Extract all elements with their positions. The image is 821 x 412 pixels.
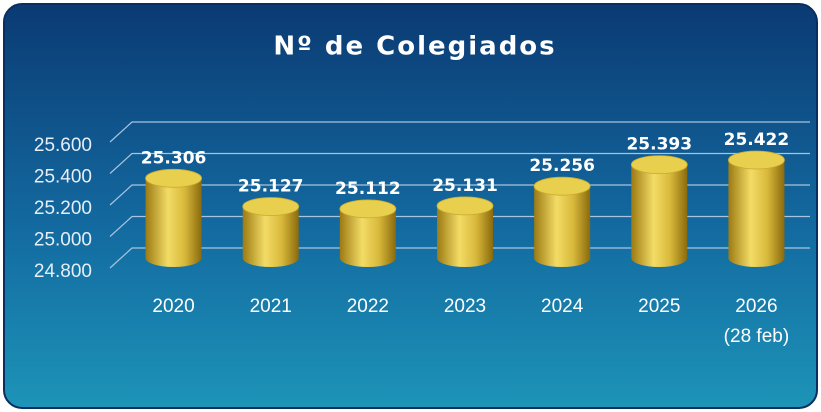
bar-top: [436, 196, 494, 216]
y-tick-label: 25.200: [34, 198, 92, 219]
bar: [242, 206, 299, 267]
bar: [534, 186, 591, 267]
data-label: 25.393: [626, 135, 692, 155]
bar-top: [630, 155, 688, 175]
chart-title: Nº de Colegiados: [273, 32, 556, 62]
bar: [145, 178, 202, 267]
x-tick-label: 2023: [443, 296, 487, 317]
y-tick-label: 24.800: [34, 261, 92, 282]
bar-top: [339, 199, 397, 219]
x-tick-label: 2024: [541, 296, 584, 317]
x-tick-label: 2025: [638, 296, 681, 317]
y-tick-label: 25.400: [34, 167, 92, 188]
data-label: 25.131: [432, 176, 498, 196]
x-tick-label: 2021: [249, 296, 292, 317]
data-label: 25.422: [724, 130, 790, 150]
bar: [339, 208, 396, 267]
data-label: 25.306: [141, 148, 207, 168]
bar-top: [242, 197, 300, 216]
bar: [631, 164, 688, 267]
grid-line: [109, 152, 810, 174]
bar-top: [533, 176, 591, 196]
x-tick-label: 2020: [152, 296, 195, 317]
y-tick-label: 25.600: [34, 135, 92, 156]
bar: [728, 160, 785, 267]
bar: [437, 205, 493, 267]
data-label: 25.256: [529, 156, 595, 176]
y-tick-label: 25.000: [34, 230, 92, 251]
bar-top: [728, 150, 785, 170]
background: [3, 3, 818, 409]
data-label: 25.112: [335, 179, 401, 199]
data-label: 25.127: [238, 176, 304, 196]
x-tick-label: 2022: [346, 296, 389, 317]
x-tick-label: 2026 (28 feb): [723, 296, 790, 347]
grid-line: [109, 121, 810, 143]
bar-top: [145, 168, 202, 188]
